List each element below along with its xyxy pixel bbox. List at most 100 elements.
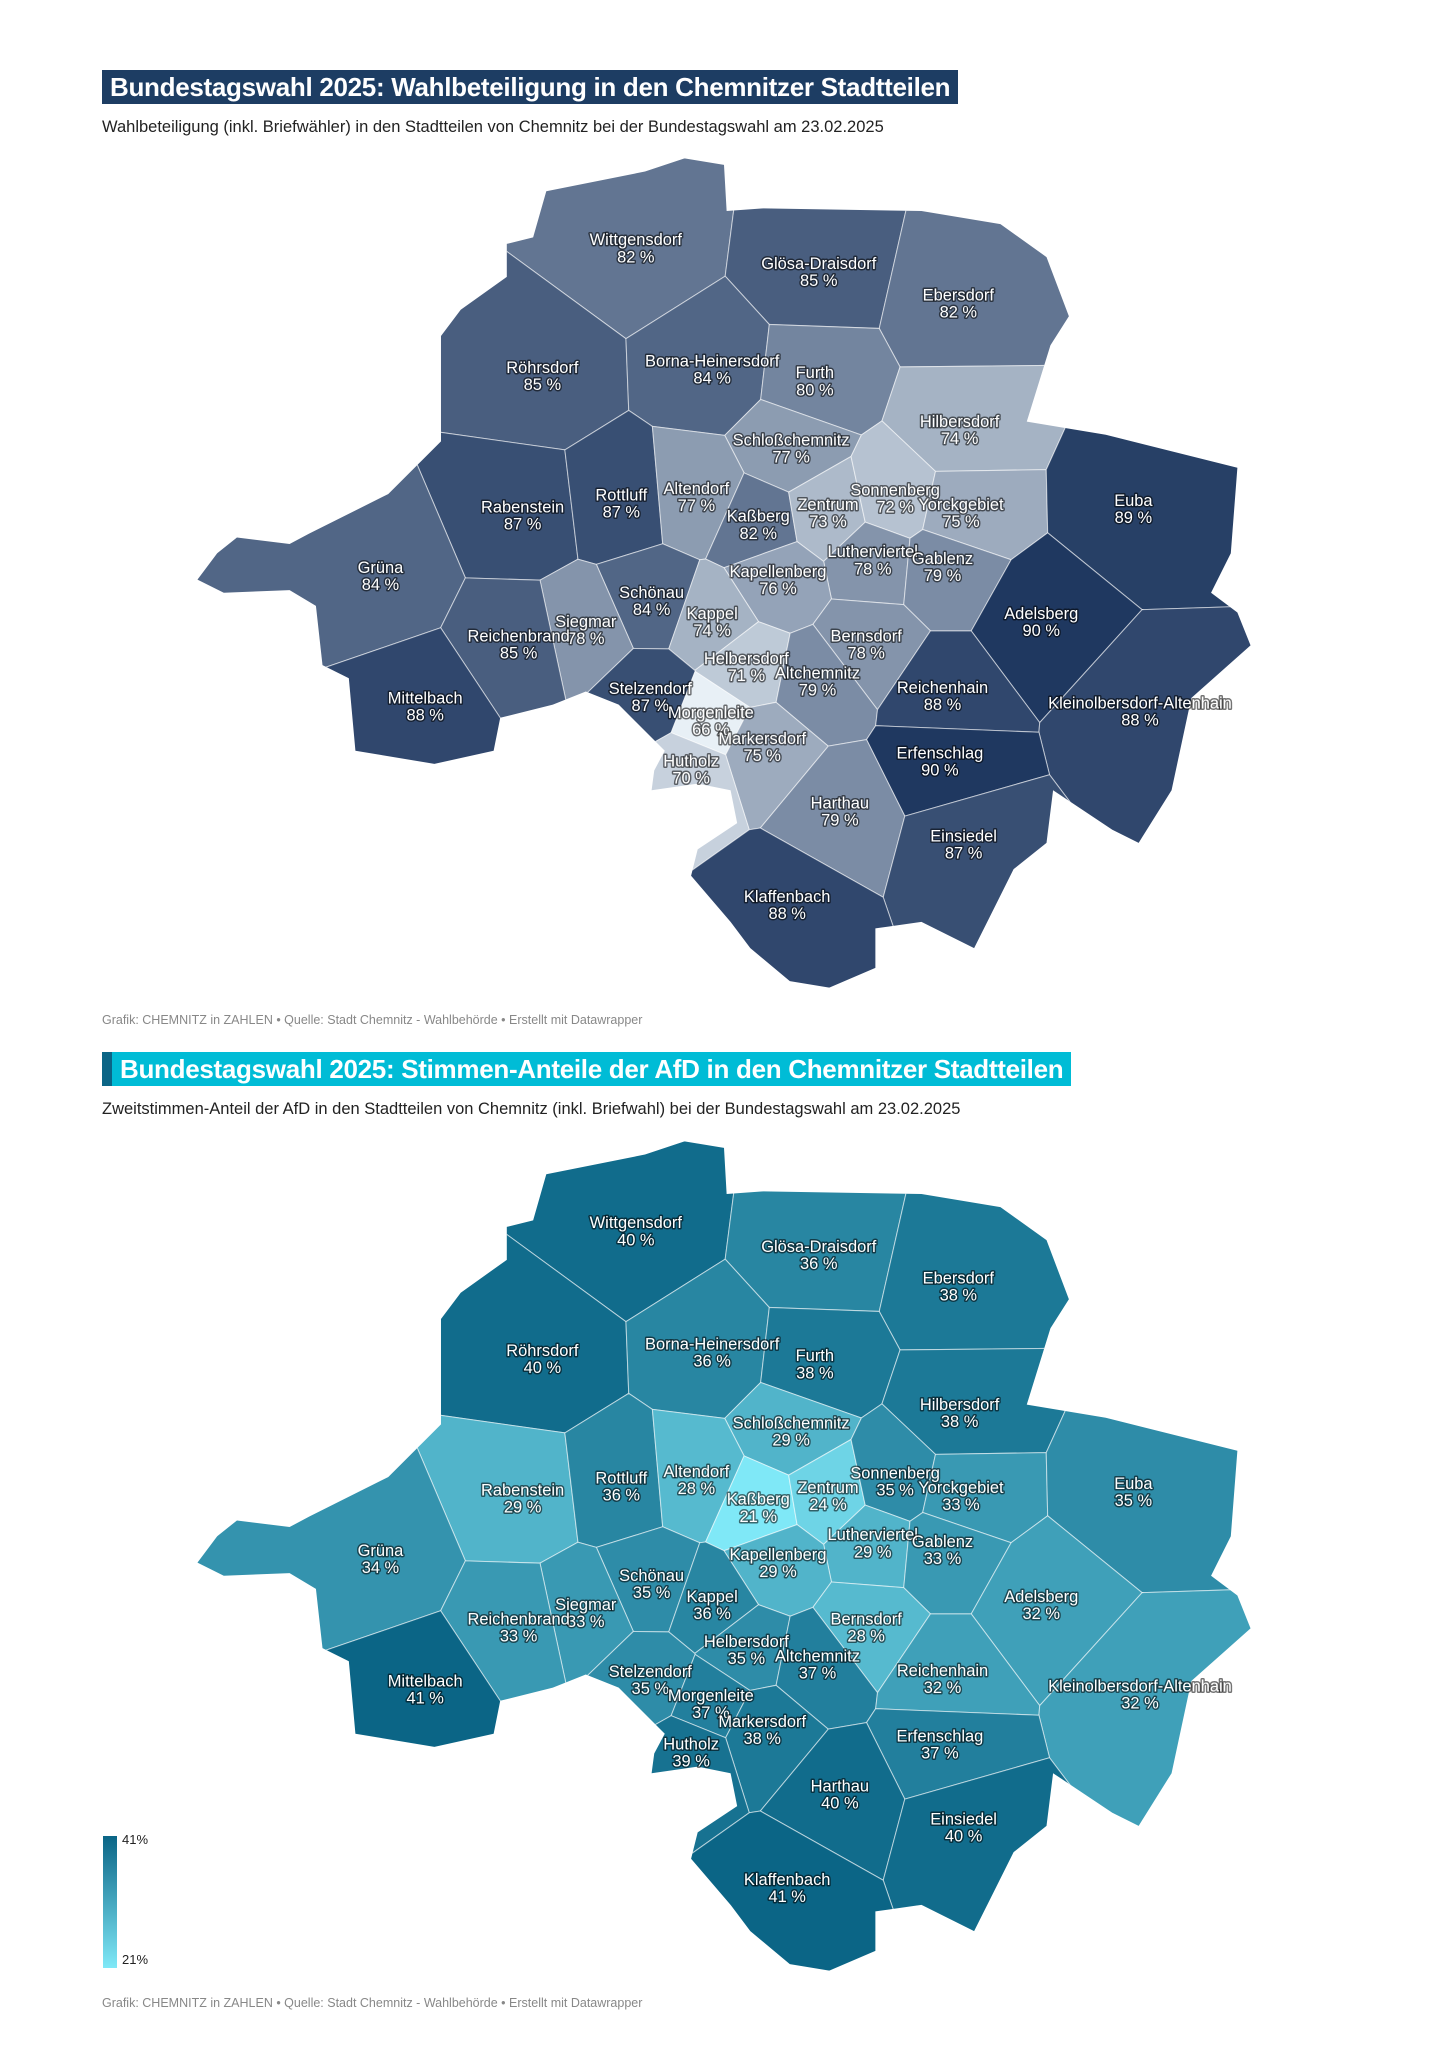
legend-max-label: 41%: [122, 1832, 149, 1847]
district-name-label: Einsiedel: [930, 1811, 997, 1829]
district-value-label: 85 %: [524, 376, 562, 394]
district-name-label: Klaffenbach: [744, 1871, 831, 1889]
district-name-label: Markersdorf: [718, 1713, 806, 1731]
district-value-label: 87 %: [603, 504, 641, 522]
district-value-label: 76 %: [759, 580, 797, 598]
district-value-label: 32 %: [1023, 1605, 1061, 1623]
district-name-label: Sonnenberg: [850, 1464, 940, 1482]
district-name-label: Erfenschlag: [896, 1728, 983, 1746]
district-name-label: Kapellenberg: [730, 1546, 827, 1564]
district-value-label: 37 %: [692, 1704, 730, 1722]
district-value-label: 84 %: [362, 576, 400, 594]
district-value-label: 36 %: [693, 1352, 731, 1370]
district-name-label: Hilbersdorf: [920, 1396, 1000, 1414]
district-name-label: Lutherviertel: [828, 1526, 918, 1544]
district-name-label: Röhrsdorf: [506, 1342, 579, 1360]
district-value-label: 78 %: [854, 560, 892, 578]
district-name-label: Kapellenberg: [730, 563, 827, 581]
district-value-label: 33 %: [500, 1628, 538, 1646]
district-ebersdorf[interactable]: [878, 1128, 1316, 1351]
district-name-label: Hutholz: [663, 1736, 719, 1754]
district-name-label: Gablenz: [912, 550, 973, 568]
district-value-label: 88 %: [406, 706, 444, 724]
district-value-label: 41 %: [406, 1689, 444, 1707]
district-name-label: Reichenhain: [897, 679, 988, 697]
district-name-label: Kappel: [687, 605, 738, 623]
district-name-label: Grüna: [358, 1542, 405, 1560]
district-value-label: 74 %: [693, 622, 731, 640]
map1-title: Bundestagswahl 2025: Wahlbeteiligung in …: [102, 70, 959, 104]
district-euba[interactable]: [1045, 174, 1316, 611]
district-value-label: 77 %: [678, 497, 716, 515]
district-name-label: Altchemnitz: [775, 1647, 860, 1665]
district-name-label: Stelzendorf: [609, 680, 693, 698]
district-value-label: 40 %: [524, 1359, 562, 1377]
district-value-label: 79 %: [821, 812, 859, 830]
map1-subtitle: Wahlbeteiligung (inkl. Briefwähler) in d…: [102, 118, 884, 136]
district-value-label: 37 %: [799, 1664, 837, 1682]
district-value-label: 88 %: [768, 905, 806, 923]
district-name-label: Rottluff: [595, 1470, 647, 1488]
district-name-label: Schloßchemnitz: [733, 431, 850, 449]
district-name-label: Gablenz: [912, 1533, 973, 1551]
district-value-label: 89 %: [1115, 509, 1153, 527]
district-value-label: 29 %: [772, 1431, 810, 1449]
district-euba[interactable]: [1045, 1157, 1316, 1594]
district-value-label: 87 %: [945, 845, 983, 863]
district-name-label: Kappel: [687, 1588, 738, 1606]
district-name-label: Kaßberg: [727, 508, 790, 526]
district-name-label: Lutherviertel: [828, 543, 918, 561]
district-name-label: Wittgensdorf: [590, 1214, 683, 1232]
district-name-label: Grüna: [358, 559, 405, 577]
district-name-label: Röhrsdorf: [506, 359, 579, 377]
district-value-label: 73 %: [809, 513, 847, 531]
district-value-label: 82 %: [617, 248, 655, 266]
district-value-label: 38 %: [941, 1413, 979, 1431]
map2-footer: Grafik: CHEMNITZ in ZAHLEN • Quelle: Sta…: [102, 1996, 643, 2010]
district-value-label: 33 %: [924, 1550, 962, 1568]
district-name-label: Morgenleite: [668, 1687, 754, 1705]
district-name-label: Euba: [1114, 492, 1153, 510]
district-name-label: Furth: [796, 364, 834, 382]
district-value-label: 24 %: [809, 1496, 847, 1514]
district-value-label: 32 %: [924, 1679, 962, 1697]
district-einsiedel[interactable]: [882, 1757, 1241, 1984]
map2-title: Bundestagswahl 2025: Stimmen-Anteile der…: [102, 1052, 1072, 1086]
district-einsiedel[interactable]: [882, 774, 1241, 1001]
district-value-label: 40 %: [821, 1795, 859, 1813]
district-value-label: 87 %: [632, 697, 670, 715]
district-value-label: 40 %: [945, 1828, 983, 1846]
district-name-label: Adelsberg: [1004, 1588, 1078, 1606]
district-value-label: 39 %: [672, 1753, 710, 1771]
district-name-label: Mittelbach: [388, 689, 463, 707]
district-value-label: 33 %: [567, 1613, 605, 1631]
district-value-label: 38 %: [796, 1364, 834, 1382]
district-name-label: Altendorf: [663, 480, 729, 498]
district-name-label: Euba: [1114, 1475, 1153, 1493]
district-name-label: Helbersdorf: [704, 1633, 789, 1651]
district-value-label: 84 %: [633, 601, 671, 619]
district-value-label: 85 %: [800, 272, 838, 290]
district-name-label: Ebersdorf: [923, 287, 995, 305]
color-legend: [103, 1836, 117, 1968]
district-value-label: 88 %: [924, 696, 962, 714]
district-name-label: Zentrum: [797, 1479, 858, 1497]
district-name-label: Zentrum: [797, 496, 858, 514]
district-name-label: Markersdorf: [718, 730, 806, 748]
district-name-label: Glösa-Draisdorf: [761, 1238, 877, 1256]
district-name-label: Sonnenberg: [850, 481, 940, 499]
district-value-label: 84 %: [693, 369, 731, 387]
district-name-label: Harthau: [811, 795, 869, 813]
district-name-label: Borna-Heinersdorf: [645, 1335, 780, 1353]
district-value-label: 35 %: [632, 1680, 670, 1698]
district-value-label: 87 %: [504, 516, 542, 534]
district-value-label: 71 %: [728, 667, 766, 685]
district-name-label: Bernsdorf: [831, 1610, 903, 1628]
district-ebersdorf[interactable]: [878, 145, 1316, 368]
district-value-label: 80 %: [796, 381, 834, 399]
district-value-label: 29 %: [504, 1499, 542, 1517]
district-value-label: 90 %: [921, 762, 959, 780]
map2-subtitle: Zweitstimmen-Anteil der AfD in den Stadt…: [102, 1100, 961, 1118]
district-value-label: 29 %: [854, 1543, 892, 1561]
